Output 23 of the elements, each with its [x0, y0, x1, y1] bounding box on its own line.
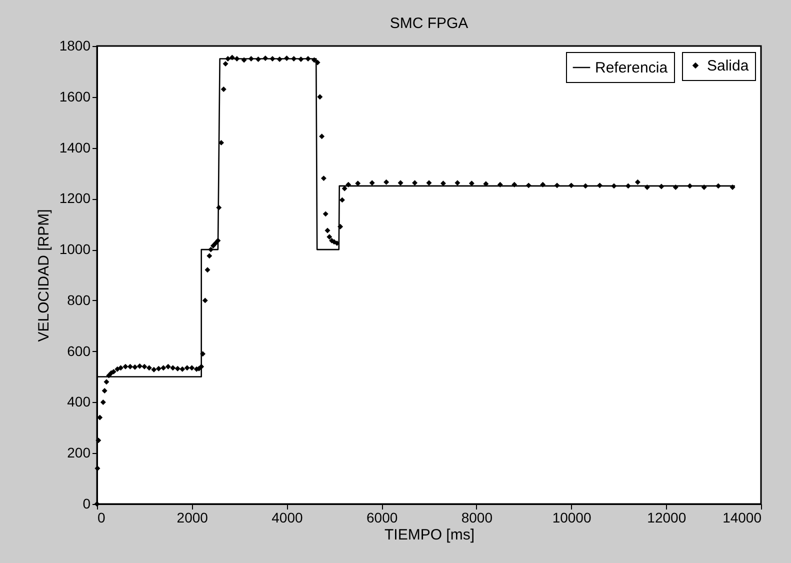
y-tick-label: 1200: [59, 190, 91, 206]
x-tick-label: 12000: [647, 510, 686, 526]
chart-title: SMC FPGA: [390, 15, 468, 32]
y-tick-label: 600: [67, 342, 91, 359]
y-tick-label: 800: [67, 292, 91, 308]
x-tick-label: 14000: [722, 510, 762, 526]
x-tick-label: 6000: [366, 510, 398, 526]
y-tick-label: 1000: [59, 241, 91, 258]
y-tick-label: 200: [67, 444, 91, 461]
y-tick-label: 1800: [59, 38, 91, 54]
x-tick-label: 4000: [272, 510, 303, 526]
x-tick-label: 8000: [461, 510, 493, 526]
legend-label: Salida: [707, 58, 750, 74]
x-tick-label: 0: [98, 510, 106, 526]
y-tick-label: 1400: [59, 139, 91, 156]
x-tick-label: 10000: [552, 510, 592, 526]
x-axis-title: TIEMPO [ms]: [384, 526, 474, 544]
y-tick-label: 1600: [59, 88, 91, 104]
y-axis-title: VELOCIDAD [RPM]: [35, 209, 52, 342]
legend-label: Referencia: [595, 60, 668, 76]
y-tick-label: 0: [82, 496, 91, 512]
x-tick-label: 2000: [176, 510, 208, 526]
y-tick-label: 400: [67, 394, 91, 410]
